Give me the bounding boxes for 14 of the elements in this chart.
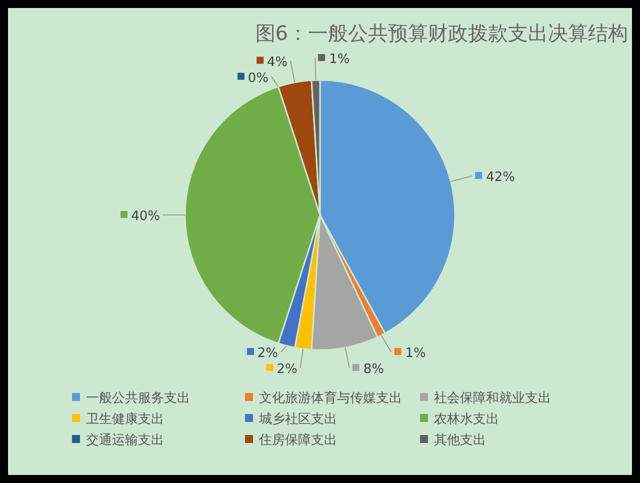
data-label: 1% bbox=[405, 346, 426, 361]
legend-label: 交通运输支出 bbox=[86, 432, 164, 448]
data-label: 4% bbox=[266, 54, 288, 70]
data-label: 2% bbox=[257, 346, 278, 361]
data-label: 2% bbox=[276, 362, 298, 377]
legend-label: 卫生健康支出 bbox=[86, 412, 164, 427]
chart-title: 图6：一般公共预算财政拨款支出决算结构 bbox=[255, 21, 628, 45]
data-label: 8% bbox=[363, 362, 384, 377]
legend-label: 其他支出 bbox=[434, 433, 486, 448]
legend-label: 农林水支出 bbox=[434, 412, 499, 427]
data-label: 40% bbox=[131, 209, 160, 224]
legend-label: 住房保障支出 bbox=[258, 432, 337, 448]
data-label: 42% bbox=[486, 170, 515, 185]
data-label: 1% bbox=[329, 52, 350, 68]
